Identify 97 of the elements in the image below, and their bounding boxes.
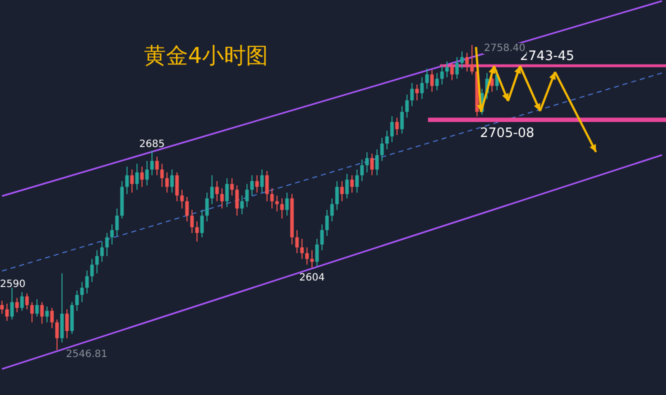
candlestick bbox=[170, 169, 174, 194]
annotation: 2546.81 bbox=[66, 349, 108, 360]
candlestick bbox=[460, 50, 464, 70]
candlestick bbox=[425, 68, 429, 90]
candlestick bbox=[35, 298, 39, 318]
candlestick bbox=[125, 166, 129, 195]
candlestick bbox=[85, 270, 89, 294]
candlestick bbox=[5, 303, 9, 322]
annotation: 2685 bbox=[139, 138, 165, 150]
candlestick bbox=[355, 169, 359, 194]
candlestick bbox=[190, 209, 194, 234]
candlestick bbox=[465, 52, 469, 72]
candlestick bbox=[235, 184, 239, 216]
candlestick bbox=[95, 250, 99, 274]
candlestick bbox=[330, 198, 334, 222]
candlestick bbox=[160, 163, 164, 188]
candlestick bbox=[55, 318, 59, 350]
candlestick bbox=[180, 189, 184, 209]
candlestick bbox=[210, 174, 214, 205]
annotation: 2604 bbox=[299, 272, 325, 284]
candlestick bbox=[240, 194, 244, 215]
candlestick bbox=[345, 173, 349, 199]
candlestick bbox=[435, 72, 439, 91]
candlestick bbox=[430, 70, 434, 92]
candlestick bbox=[260, 169, 264, 194]
candlestick bbox=[135, 163, 139, 190]
candlestick bbox=[350, 174, 354, 194]
candlestick bbox=[215, 180, 219, 202]
candlestick bbox=[420, 76, 424, 100]
candlestick bbox=[15, 297, 19, 313]
candlestick bbox=[75, 290, 79, 312]
candlestick bbox=[50, 307, 54, 329]
candlestick bbox=[360, 158, 364, 182]
candlestick bbox=[320, 224, 324, 251]
candlestick bbox=[285, 192, 289, 216]
candlestick bbox=[390, 116, 394, 143]
candlestick bbox=[440, 65, 444, 85]
candlestick bbox=[340, 180, 344, 202]
candlestick bbox=[0, 300, 4, 314]
candlestick bbox=[165, 172, 169, 194]
candlestick bbox=[230, 178, 234, 196]
candlestick bbox=[185, 196, 189, 222]
candlestick bbox=[115, 208, 119, 236]
candlestick bbox=[45, 306, 49, 323]
candlestick bbox=[445, 60, 449, 78]
candlestick bbox=[175, 172, 179, 202]
candlestick bbox=[415, 84, 419, 101]
candlestick bbox=[410, 82, 414, 107]
candlestick bbox=[140, 166, 144, 188]
candlestick bbox=[335, 180, 339, 210]
candlestick bbox=[205, 192, 209, 222]
candlestick bbox=[65, 308, 69, 339]
candlestick bbox=[370, 153, 374, 176]
candlestick bbox=[245, 183, 249, 208]
candlestick bbox=[105, 232, 109, 257]
candlestick bbox=[295, 230, 299, 254]
candlestick bbox=[325, 209, 329, 236]
candlestick bbox=[20, 292, 24, 312]
candlestick bbox=[470, 44, 474, 75]
candlestick bbox=[300, 238, 304, 260]
candlestick bbox=[385, 130, 389, 150]
candlestick bbox=[10, 287, 14, 320]
candlestick bbox=[40, 302, 44, 324]
candlestick bbox=[310, 250, 314, 268]
candlestick bbox=[400, 106, 404, 134]
annotation: 2590 bbox=[0, 279, 26, 290]
candlestick bbox=[150, 150, 154, 176]
candlestick bbox=[265, 170, 269, 202]
candlestick bbox=[25, 293, 29, 310]
candlestick bbox=[270, 188, 274, 209]
candlestick bbox=[255, 174, 259, 194]
candlestick bbox=[100, 241, 104, 262]
candlestick bbox=[455, 56, 459, 80]
candlestick bbox=[80, 281, 84, 303]
candlestick bbox=[90, 258, 94, 282]
candlestick bbox=[405, 94, 409, 118]
candlestick bbox=[305, 246, 309, 266]
chart-title: 黄金4小时图 bbox=[144, 44, 268, 69]
annotation: 2758.40 bbox=[484, 43, 526, 54]
band-label: 2705-08 bbox=[480, 126, 534, 141]
candlestick bbox=[200, 209, 204, 238]
candlestick bbox=[280, 198, 284, 220]
candlestick bbox=[195, 220, 199, 242]
candlestick bbox=[250, 174, 254, 196]
candlestick bbox=[365, 152, 369, 173]
candlestick bbox=[395, 117, 399, 136]
candlestick bbox=[130, 169, 134, 194]
candlestick bbox=[315, 238, 319, 267]
candlestick bbox=[450, 62, 454, 81]
candlestick bbox=[375, 148, 379, 176]
candlestick bbox=[145, 160, 149, 186]
candlestick bbox=[225, 178, 229, 208]
candlestick bbox=[110, 224, 114, 245]
candlestick bbox=[220, 188, 224, 209]
candlestick bbox=[30, 302, 34, 323]
candlestick bbox=[155, 156, 159, 176]
candlestick bbox=[380, 137, 384, 162]
